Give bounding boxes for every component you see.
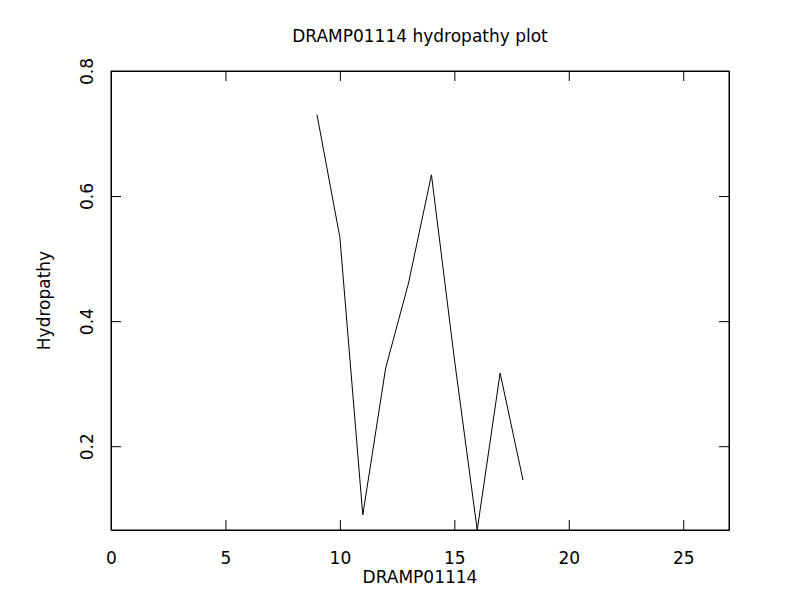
tick-mark [683, 71, 684, 81]
tick: 25 [673, 520, 695, 568]
tick-mark [683, 520, 684, 530]
tick-mark [719, 321, 729, 322]
axis-line [112, 530, 730, 531]
tick-label: 0.4 [77, 308, 97, 335]
tick: 0.8 [77, 58, 121, 85]
x-axis-top [112, 71, 730, 81]
tick [340, 71, 341, 81]
tick-mark [569, 71, 570, 81]
tick-label: 25 [673, 548, 695, 568]
title: DRAMP01114 hydropathy plot [292, 26, 548, 46]
tick: 0.4 [77, 308, 121, 335]
tick [569, 71, 570, 81]
tick-mark [719, 196, 729, 197]
tick [225, 71, 226, 81]
tick-label: 0.8 [77, 58, 97, 85]
axis-line [111, 72, 112, 531]
y-axis-title: Hydropathy [34, 251, 54, 350]
tick-mark [225, 71, 226, 81]
plot: 0 5 10 15 20 25 0.2 0.4 0.6 0.8 [77, 58, 730, 568]
tick-mark [111, 446, 121, 447]
tick: 0.6 [77, 183, 121, 210]
tick-mark [111, 321, 121, 322]
tick-label: 5 [221, 548, 232, 568]
tick-mark [569, 520, 570, 530]
series [317, 115, 523, 530]
tick-mark [225, 520, 226, 530]
tick-label: 0.2 [77, 433, 97, 460]
tick: 5 [221, 520, 232, 568]
tick-mark [111, 196, 121, 197]
tick-mark [111, 71, 121, 72]
plot-frame [111, 71, 729, 530]
axis-line [729, 72, 730, 531]
tick-mark [340, 71, 341, 81]
y-axis-right [719, 72, 730, 531]
tick-mark [719, 71, 729, 72]
tick-label: 15 [444, 548, 466, 568]
tick-label: 20 [558, 548, 580, 568]
tick [454, 71, 455, 81]
tick [719, 196, 729, 197]
hydropathy-line [317, 115, 523, 530]
tick [719, 321, 729, 322]
tick: 0.2 [77, 433, 121, 460]
tick-label: 10 [330, 548, 352, 568]
axis-line [112, 71, 730, 72]
tick-mark [719, 446, 729, 447]
x-axis-title: DRAMP01114 [363, 567, 478, 587]
chart: 0 5 10 15 20 25 0.2 0.4 0.6 0.8 DRAMP01114 hydropa… [0, 0, 800, 600]
tick: 15 [444, 520, 466, 568]
tick-mark [454, 520, 455, 530]
tick [683, 71, 684, 81]
tick-mark [340, 520, 341, 530]
tick: 10 [330, 520, 352, 568]
tick-label: 0.6 [77, 183, 97, 210]
y-axis: 0.2 0.4 0.6 0.8 [77, 58, 121, 531]
tick: 20 [558, 520, 580, 568]
tick [719, 446, 729, 447]
tick [719, 71, 729, 72]
tick-label: 0 [106, 548, 117, 568]
tick-mark [454, 71, 455, 81]
x-axis: 0 5 10 15 20 25 [106, 520, 729, 568]
